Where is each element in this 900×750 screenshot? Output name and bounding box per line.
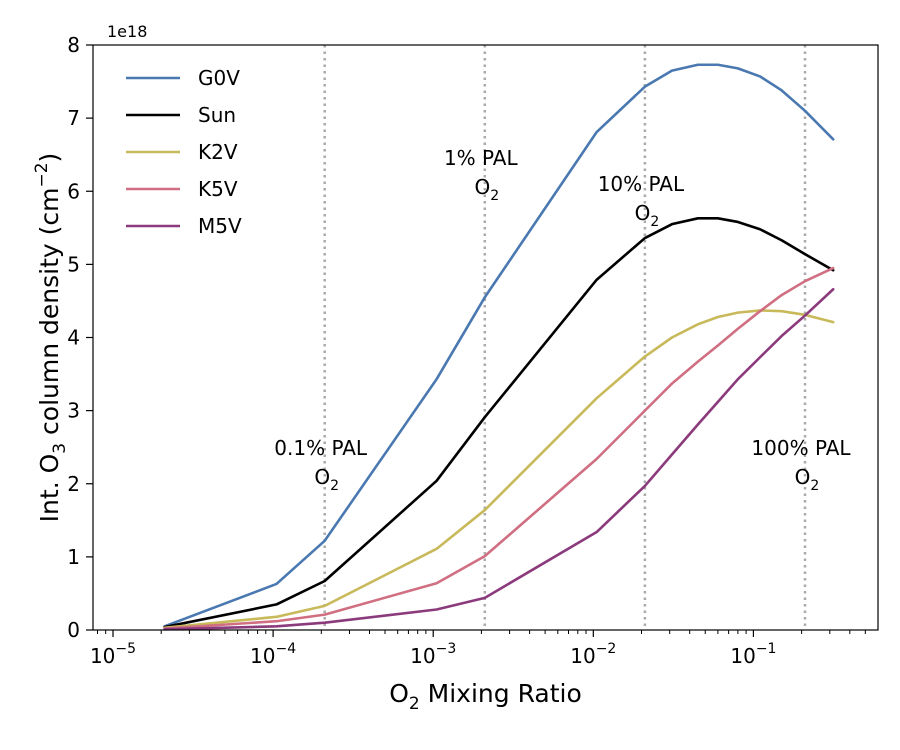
reference-label-species: O2 — [474, 175, 499, 204]
y-tick-label: 7 — [67, 106, 80, 130]
x-tick-label: 10−1 — [730, 641, 776, 668]
reference-label: 1% PAL — [444, 146, 519, 170]
reference-labels: 0.1% PAL O2 1% PAL O2 10% PAL O2 100% PAL O2 — [274, 146, 851, 494]
series-line-k2v — [163, 309, 835, 630]
axis-labels: O2 Mixing Ratio Int. O3 column density (c… — [32, 153, 582, 714]
reference-label: 10% PAL — [598, 172, 685, 196]
legend: G0V Sun K2V K5V M5V — [126, 66, 242, 238]
series-line-k5v — [163, 266, 835, 630]
y-axis-ticks: 0 1 2 3 4 5 6 7 8 — [67, 33, 93, 642]
y-tick-label: 0 — [67, 618, 80, 642]
series-line-sun — [163, 217, 835, 629]
legend-label-k2v: K2V — [198, 140, 238, 164]
reference-label: 0.1% PAL — [274, 436, 368, 460]
series-lines — [163, 63, 835, 631]
x-tick-label: 10−4 — [250, 641, 296, 668]
legend-label-m5v: M5V — [198, 214, 242, 238]
y-tick-label: 6 — [67, 179, 80, 203]
y-axis-label: Int. O3 column density (cm−2) — [32, 153, 70, 523]
y-offset-label: 1e18 — [107, 22, 147, 41]
reference-lines — [323, 45, 807, 630]
reference-label-species: O2 — [314, 465, 339, 494]
x-axis-ticks: 10−5 10−4 10−3 10−2 10−1 — [90, 630, 866, 668]
x-axis-label: O2 Mixing Ratio — [389, 679, 582, 714]
y-tick-label: 4 — [67, 326, 80, 350]
y-tick-label: 1 — [67, 545, 80, 569]
y-tick-label: 8 — [67, 33, 80, 57]
series-line-m5v — [163, 287, 835, 631]
x-tick-label: 10−2 — [570, 641, 616, 668]
y-tick-label: 3 — [67, 399, 80, 423]
reference-label: 100% PAL — [751, 436, 851, 460]
series-line-g0v — [163, 63, 835, 628]
legend-label-sun: Sun — [198, 103, 236, 127]
y-tick-label: 5 — [67, 252, 80, 276]
legend-label-g0v: G0V — [198, 66, 240, 90]
reference-label-species: O2 — [795, 465, 820, 494]
y-tick-label: 2 — [67, 472, 80, 496]
reference-label-species: O2 — [635, 201, 660, 230]
legend-label-k5v: K5V — [198, 177, 238, 201]
x-tick-label: 10−5 — [90, 641, 136, 668]
x-tick-label: 10−3 — [410, 641, 456, 668]
